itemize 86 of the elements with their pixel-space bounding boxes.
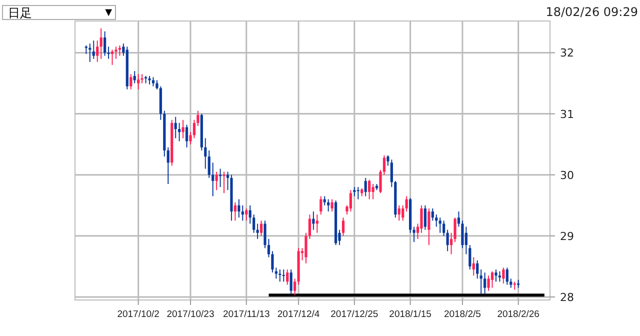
candlestick — [104, 30, 106, 56]
candlestick — [494, 268, 498, 282]
candlestick — [204, 138, 207, 170]
candlestick — [96, 40, 99, 62]
candlestick — [428, 208, 430, 246]
candlestick — [498, 270, 502, 282]
x-tick-label: 2018/2/26 — [497, 309, 540, 320]
candlestick — [185, 124, 188, 148]
candlestick — [133, 70, 136, 84]
candlestick — [405, 196, 408, 212]
candlestick — [260, 220, 263, 236]
candlestick — [420, 204, 423, 234]
candlestick — [320, 196, 322, 216]
candlestick — [286, 268, 289, 286]
candlestick — [238, 198, 240, 218]
candlestick — [487, 275, 490, 292]
candlestick — [178, 122, 181, 142]
text: 日足 — [8, 6, 32, 20]
candlestick — [330, 198, 334, 212]
y-tick-label: 31 — [560, 108, 574, 121]
candlestick — [212, 162, 214, 197]
candlestick — [234, 202, 236, 222]
x-tick-label: 2017/10/23 — [166, 309, 214, 320]
candlestick — [208, 150, 210, 178]
candlestick — [110, 49, 114, 66]
candlestick — [386, 154, 390, 166]
candlestick — [368, 179, 371, 200]
candlestick — [435, 214, 438, 228]
candlestick — [490, 270, 494, 288]
y-tick-label: 28 — [560, 290, 574, 304]
candlestick — [356, 186, 360, 200]
candlestick — [353, 186, 356, 197]
candlestick — [316, 214, 318, 234]
candlestick — [327, 198, 330, 212]
candlestick — [182, 119, 184, 139]
y-tick-label: 29 — [560, 230, 574, 243]
candlestick — [152, 76, 155, 87]
candlestick — [476, 260, 479, 280]
candlestick — [222, 171, 226, 194]
candlestick — [215, 171, 218, 191]
candlestick — [196, 110, 200, 127]
candlestick — [372, 184, 374, 200]
x-tick-label: 2017/12/25 — [330, 309, 378, 320]
x-tick-label: 2017/12/4 — [277, 309, 320, 320]
candlestick — [282, 268, 285, 282]
candlestick — [100, 28, 102, 60]
candlestick — [438, 217, 442, 234]
candlestick — [226, 171, 230, 191]
candlestick — [480, 268, 482, 294]
candlestick — [472, 256, 475, 276]
x-tick-label: 2017/11/13 — [222, 309, 270, 320]
candlestick — [92, 40, 95, 60]
candlestick — [424, 204, 426, 230]
y-tick-label: 32 — [560, 46, 574, 60]
candlestick — [431, 208, 434, 222]
candlestick — [364, 177, 367, 197]
candlestick — [468, 244, 472, 270]
y-tick-label: 30 — [560, 168, 574, 182]
candlestick — [290, 268, 292, 294]
candlestick — [342, 217, 345, 236]
candlestick — [137, 74, 140, 90]
candlestick — [457, 210, 460, 228]
candlestick — [252, 214, 256, 234]
candlestick — [248, 204, 252, 224]
candlestick — [502, 267, 505, 284]
candlestick — [245, 208, 248, 222]
candlestick — [241, 204, 244, 222]
candlestick — [390, 159, 393, 188]
dropdown-arrow: ▼ — [105, 7, 112, 20]
text: 18/02/26 09:29 — [546, 5, 638, 19]
candlestick — [192, 119, 196, 139]
candlestick — [402, 204, 404, 222]
x-tick-label: 2018/1/15 — [389, 309, 432, 320]
x-tick-label: 2017/10/2 — [117, 309, 160, 320]
candlestick — [130, 74, 132, 90]
candlestick — [506, 267, 508, 286]
candlestick — [398, 204, 400, 222]
candlestick — [323, 196, 326, 206]
candlestick — [464, 226, 468, 255]
candlestick — [510, 278, 512, 288]
candlestick — [174, 116, 177, 139]
candlestick — [349, 190, 352, 212]
candlestick — [484, 272, 486, 294]
candlestick — [278, 268, 282, 282]
candlestick — [166, 146, 170, 185]
x-tick-label: 2018/2/5 — [444, 309, 481, 320]
